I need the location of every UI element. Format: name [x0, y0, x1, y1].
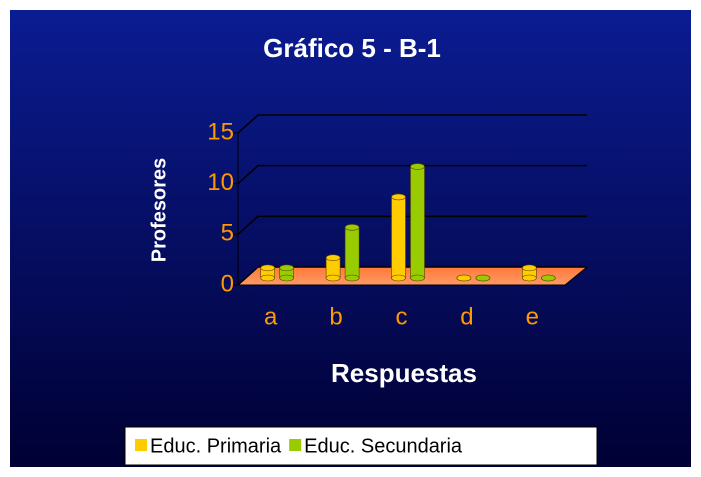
bar-top: [325, 254, 341, 262]
bar-bottom: [279, 274, 295, 282]
x-axis-label: Respuestas: [331, 358, 477, 388]
bar: [475, 274, 491, 282]
legend-swatch: [135, 439, 147, 451]
bar-bottom: [410, 274, 425, 282]
bar-bottom: [325, 274, 341, 282]
bar-body: [410, 166, 425, 279]
bar: [344, 224, 360, 282]
x-tick-label: c: [396, 303, 408, 330]
bar-top: [456, 274, 472, 282]
bar: [456, 274, 472, 282]
x-tick-label: d: [460, 303, 473, 330]
bar-body: [344, 227, 360, 279]
x-tick-label: a: [264, 303, 278, 330]
bar-body: [391, 196, 406, 279]
grid-line: [237, 164, 587, 185]
bar: [279, 264, 295, 282]
bar-bottom: [521, 274, 537, 282]
y-axis-label: Profesores: [148, 158, 170, 263]
bar-bottom: [260, 274, 276, 282]
chart-title: Gráfico 5 - B-1: [263, 33, 441, 63]
bar: [260, 264, 276, 282]
legend-box: [124, 426, 598, 466]
y-tick-label: 15: [207, 118, 234, 145]
bar: [325, 254, 341, 282]
legend-swatch: [289, 439, 302, 451]
bar: [540, 274, 556, 282]
bar-top: [540, 274, 556, 282]
bar-top: [344, 224, 360, 231]
bar-top: [475, 274, 491, 282]
bar-top: [391, 193, 406, 201]
bar: [391, 193, 406, 282]
legend-label: Educ. Secundaria: [304, 435, 463, 457]
bar: [521, 264, 537, 282]
y-tick-label: 10: [207, 169, 234, 196]
grid-line: [237, 215, 587, 235]
bar-top: [279, 264, 295, 272]
bar-top: [521, 264, 537, 272]
grid-line: [237, 114, 587, 134]
bar-bottom: [344, 274, 360, 282]
x-tick-label: b: [329, 303, 342, 330]
bar-top: [260, 264, 276, 272]
bar-top: [410, 163, 425, 170]
legend-label: Educ. Primaria: [150, 435, 282, 457]
x-tick-label: e: [526, 303, 539, 330]
grid-line: [237, 266, 587, 286]
bar-bottom: [391, 274, 406, 282]
bar: [410, 163, 425, 282]
y-tick-label: 0: [221, 270, 234, 297]
y-tick-label: 5: [221, 220, 234, 247]
